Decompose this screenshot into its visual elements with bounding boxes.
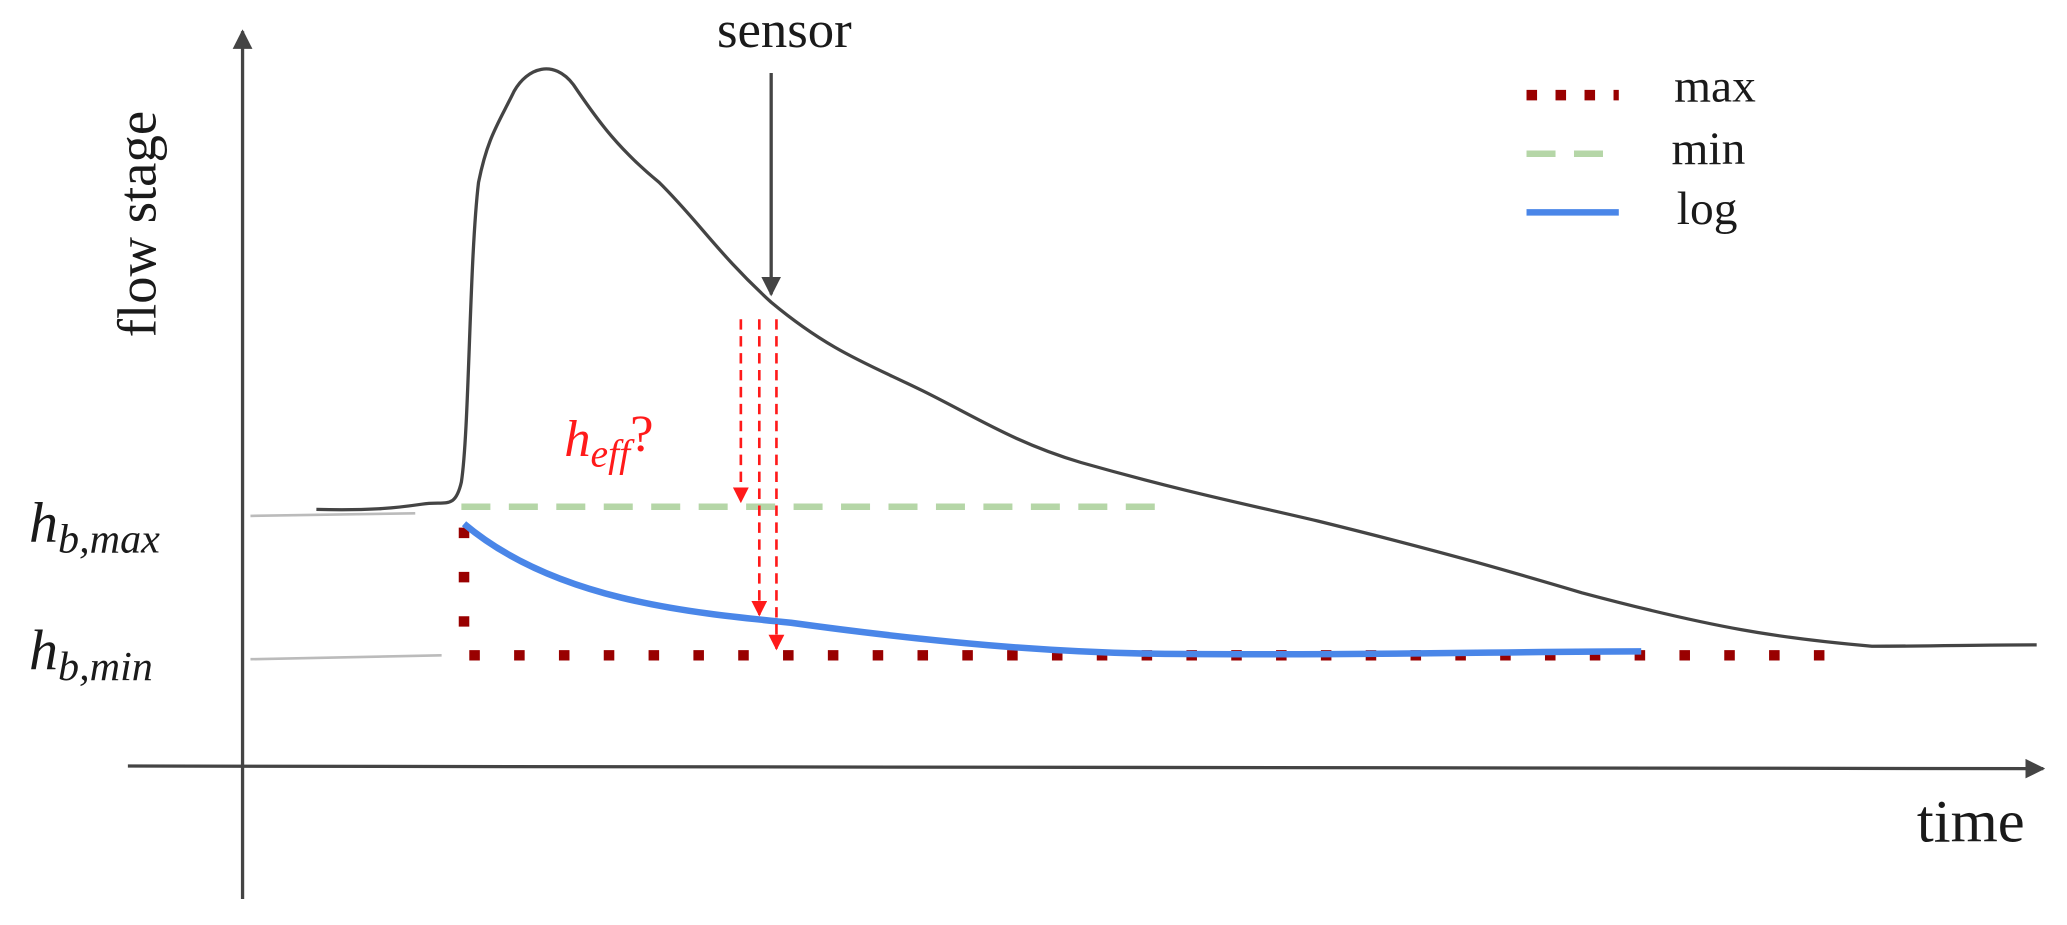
guide-line xyxy=(250,512,416,518)
log-line xyxy=(461,521,1642,658)
legend-label: max xyxy=(1674,61,1756,113)
x-axis-label: time xyxy=(1917,789,2025,856)
sensor-label: sensor xyxy=(717,1,852,59)
h-max-label: hb,max xyxy=(29,492,160,562)
h-min-label: hb,min xyxy=(29,620,153,690)
legend: max min log xyxy=(1526,61,1756,235)
guide-line xyxy=(250,654,442,661)
max-line xyxy=(458,527,1839,661)
hydrograph xyxy=(316,67,2037,648)
legend-label: log xyxy=(1677,183,1738,235)
legend-label: min xyxy=(1672,123,1746,175)
h-eff-label: heff? xyxy=(564,405,653,475)
x-axis xyxy=(127,758,2046,779)
y-axis-label: flow stage xyxy=(106,111,167,337)
